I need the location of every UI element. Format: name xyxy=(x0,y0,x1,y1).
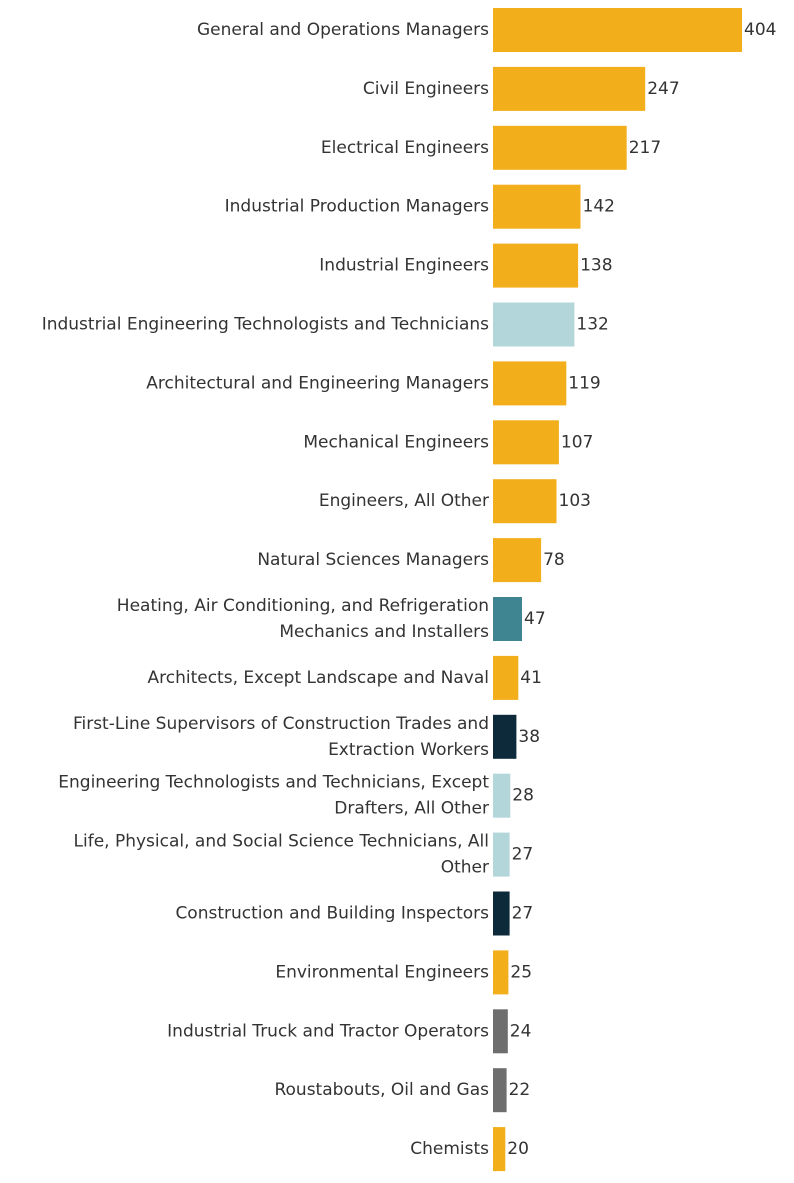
value-label-12: 38 xyxy=(518,727,540,747)
bar-11 xyxy=(493,655,519,700)
category-label-16: Environmental Engineers xyxy=(275,962,489,982)
bar-19 xyxy=(493,1127,506,1172)
bar-1 xyxy=(493,66,646,111)
category-label-line: Industrial Production Managers xyxy=(225,197,489,217)
category-label-5: Industrial Engineering Technologists and… xyxy=(42,315,489,335)
category-label-line: First-Line Supervisors of Construction T… xyxy=(73,714,489,734)
category-label-3: Industrial Production Managers xyxy=(225,197,489,217)
bar-4 xyxy=(493,243,579,288)
category-label-line: Engineers, All Other xyxy=(319,491,489,511)
category-label-2: Electrical Engineers xyxy=(321,138,489,158)
category-label-19: Chemists xyxy=(410,1139,489,1159)
category-label-line: Heating, Air Conditioning, and Refrigera… xyxy=(117,596,489,616)
bar-14 xyxy=(493,832,510,877)
category-label-line: Industrial Engineering Technologists and… xyxy=(42,315,489,335)
category-label-line: Engineering Technologists and Technician… xyxy=(58,773,489,793)
category-label-18: Roustabouts, Oil and Gas xyxy=(274,1080,489,1100)
value-label-2: 217 xyxy=(629,138,661,158)
category-label-13: Engineering Technologists and Technician… xyxy=(58,773,489,819)
category-label-line: Mechanics and Installers xyxy=(279,622,489,642)
value-label-6: 119 xyxy=(568,373,600,393)
value-label-15: 27 xyxy=(512,904,534,924)
category-label-line: Life, Physical, and Social Science Techn… xyxy=(74,832,489,852)
value-label-10: 47 xyxy=(524,609,546,629)
category-label-line: Industrial Truck and Tractor Operators xyxy=(167,1021,489,1041)
value-label-5: 132 xyxy=(576,315,608,335)
category-label-9: Natural Sciences Managers xyxy=(257,550,489,570)
category-label-line: Natural Sciences Managers xyxy=(257,550,489,570)
category-label-12: First-Line Supervisors of Construction T… xyxy=(73,714,489,760)
bar-8 xyxy=(493,479,557,524)
value-label-7: 107 xyxy=(561,432,593,452)
value-label-16: 25 xyxy=(510,962,532,982)
category-label-line: Chemists xyxy=(410,1139,489,1159)
category-label-line: General and Operations Managers xyxy=(197,20,489,40)
category-label-line: Construction and Building Inspectors xyxy=(175,904,489,924)
category-label-line: Mechanical Engineers xyxy=(303,432,489,452)
category-label-0: General and Operations Managers xyxy=(197,20,489,40)
category-label-line: Civil Engineers xyxy=(363,79,489,99)
bar-15 xyxy=(493,891,510,936)
bar-5 xyxy=(493,302,575,347)
value-label-4: 138 xyxy=(580,256,612,276)
value-label-19: 20 xyxy=(507,1139,529,1159)
bar-7 xyxy=(493,420,559,465)
category-label-line: Architects, Except Landscape and Naval xyxy=(147,668,489,688)
bar-9 xyxy=(493,538,542,583)
value-label-3: 142 xyxy=(583,197,615,217)
bar-16 xyxy=(493,950,509,995)
value-label-1: 247 xyxy=(647,79,679,99)
category-label-1: Civil Engineers xyxy=(363,79,489,99)
category-label-17: Industrial Truck and Tractor Operators xyxy=(167,1021,489,1041)
value-label-17: 24 xyxy=(510,1021,532,1041)
category-label-line: Extraction Workers xyxy=(328,740,489,760)
category-label-14: Life, Physical, and Social Science Techn… xyxy=(74,832,489,878)
category-label-line: Electrical Engineers xyxy=(321,138,489,158)
category-label-4: Industrial Engineers xyxy=(319,256,489,276)
category-label-line: Other xyxy=(441,858,489,878)
value-label-18: 22 xyxy=(509,1080,531,1100)
category-label-line: Drafters, All Other xyxy=(334,799,489,819)
bar-10 xyxy=(493,597,522,641)
category-label-7: Mechanical Engineers xyxy=(303,432,489,452)
category-label-6: Architectural and Engineering Managers xyxy=(146,373,489,393)
bar-6 xyxy=(493,361,567,406)
category-label-line: Roustabouts, Oil and Gas xyxy=(274,1080,489,1100)
value-label-9: 78 xyxy=(543,550,565,570)
value-label-11: 41 xyxy=(520,668,542,688)
value-label-13: 28 xyxy=(512,786,534,806)
category-label-8: Engineers, All Other xyxy=(319,491,489,511)
bar-12 xyxy=(493,714,517,759)
bar-3 xyxy=(493,184,581,229)
bar-17 xyxy=(493,1009,508,1054)
value-label-14: 27 xyxy=(512,845,534,865)
category-label-line: Environmental Engineers xyxy=(275,962,489,982)
bar-2 xyxy=(493,125,627,170)
category-label-line: Architectural and Engineering Managers xyxy=(146,373,489,393)
bar-0 xyxy=(493,8,742,52)
category-label-15: Construction and Building Inspectors xyxy=(175,904,489,924)
value-label-8: 103 xyxy=(559,491,591,511)
category-label-11: Architects, Except Landscape and Naval xyxy=(147,668,489,688)
bar-18 xyxy=(493,1068,507,1113)
category-label-line: Industrial Engineers xyxy=(319,256,489,276)
bar-13 xyxy=(493,773,511,818)
category-label-10: Heating, Air Conditioning, and Refrigera… xyxy=(117,596,489,642)
value-label-0: 404 xyxy=(744,20,776,40)
